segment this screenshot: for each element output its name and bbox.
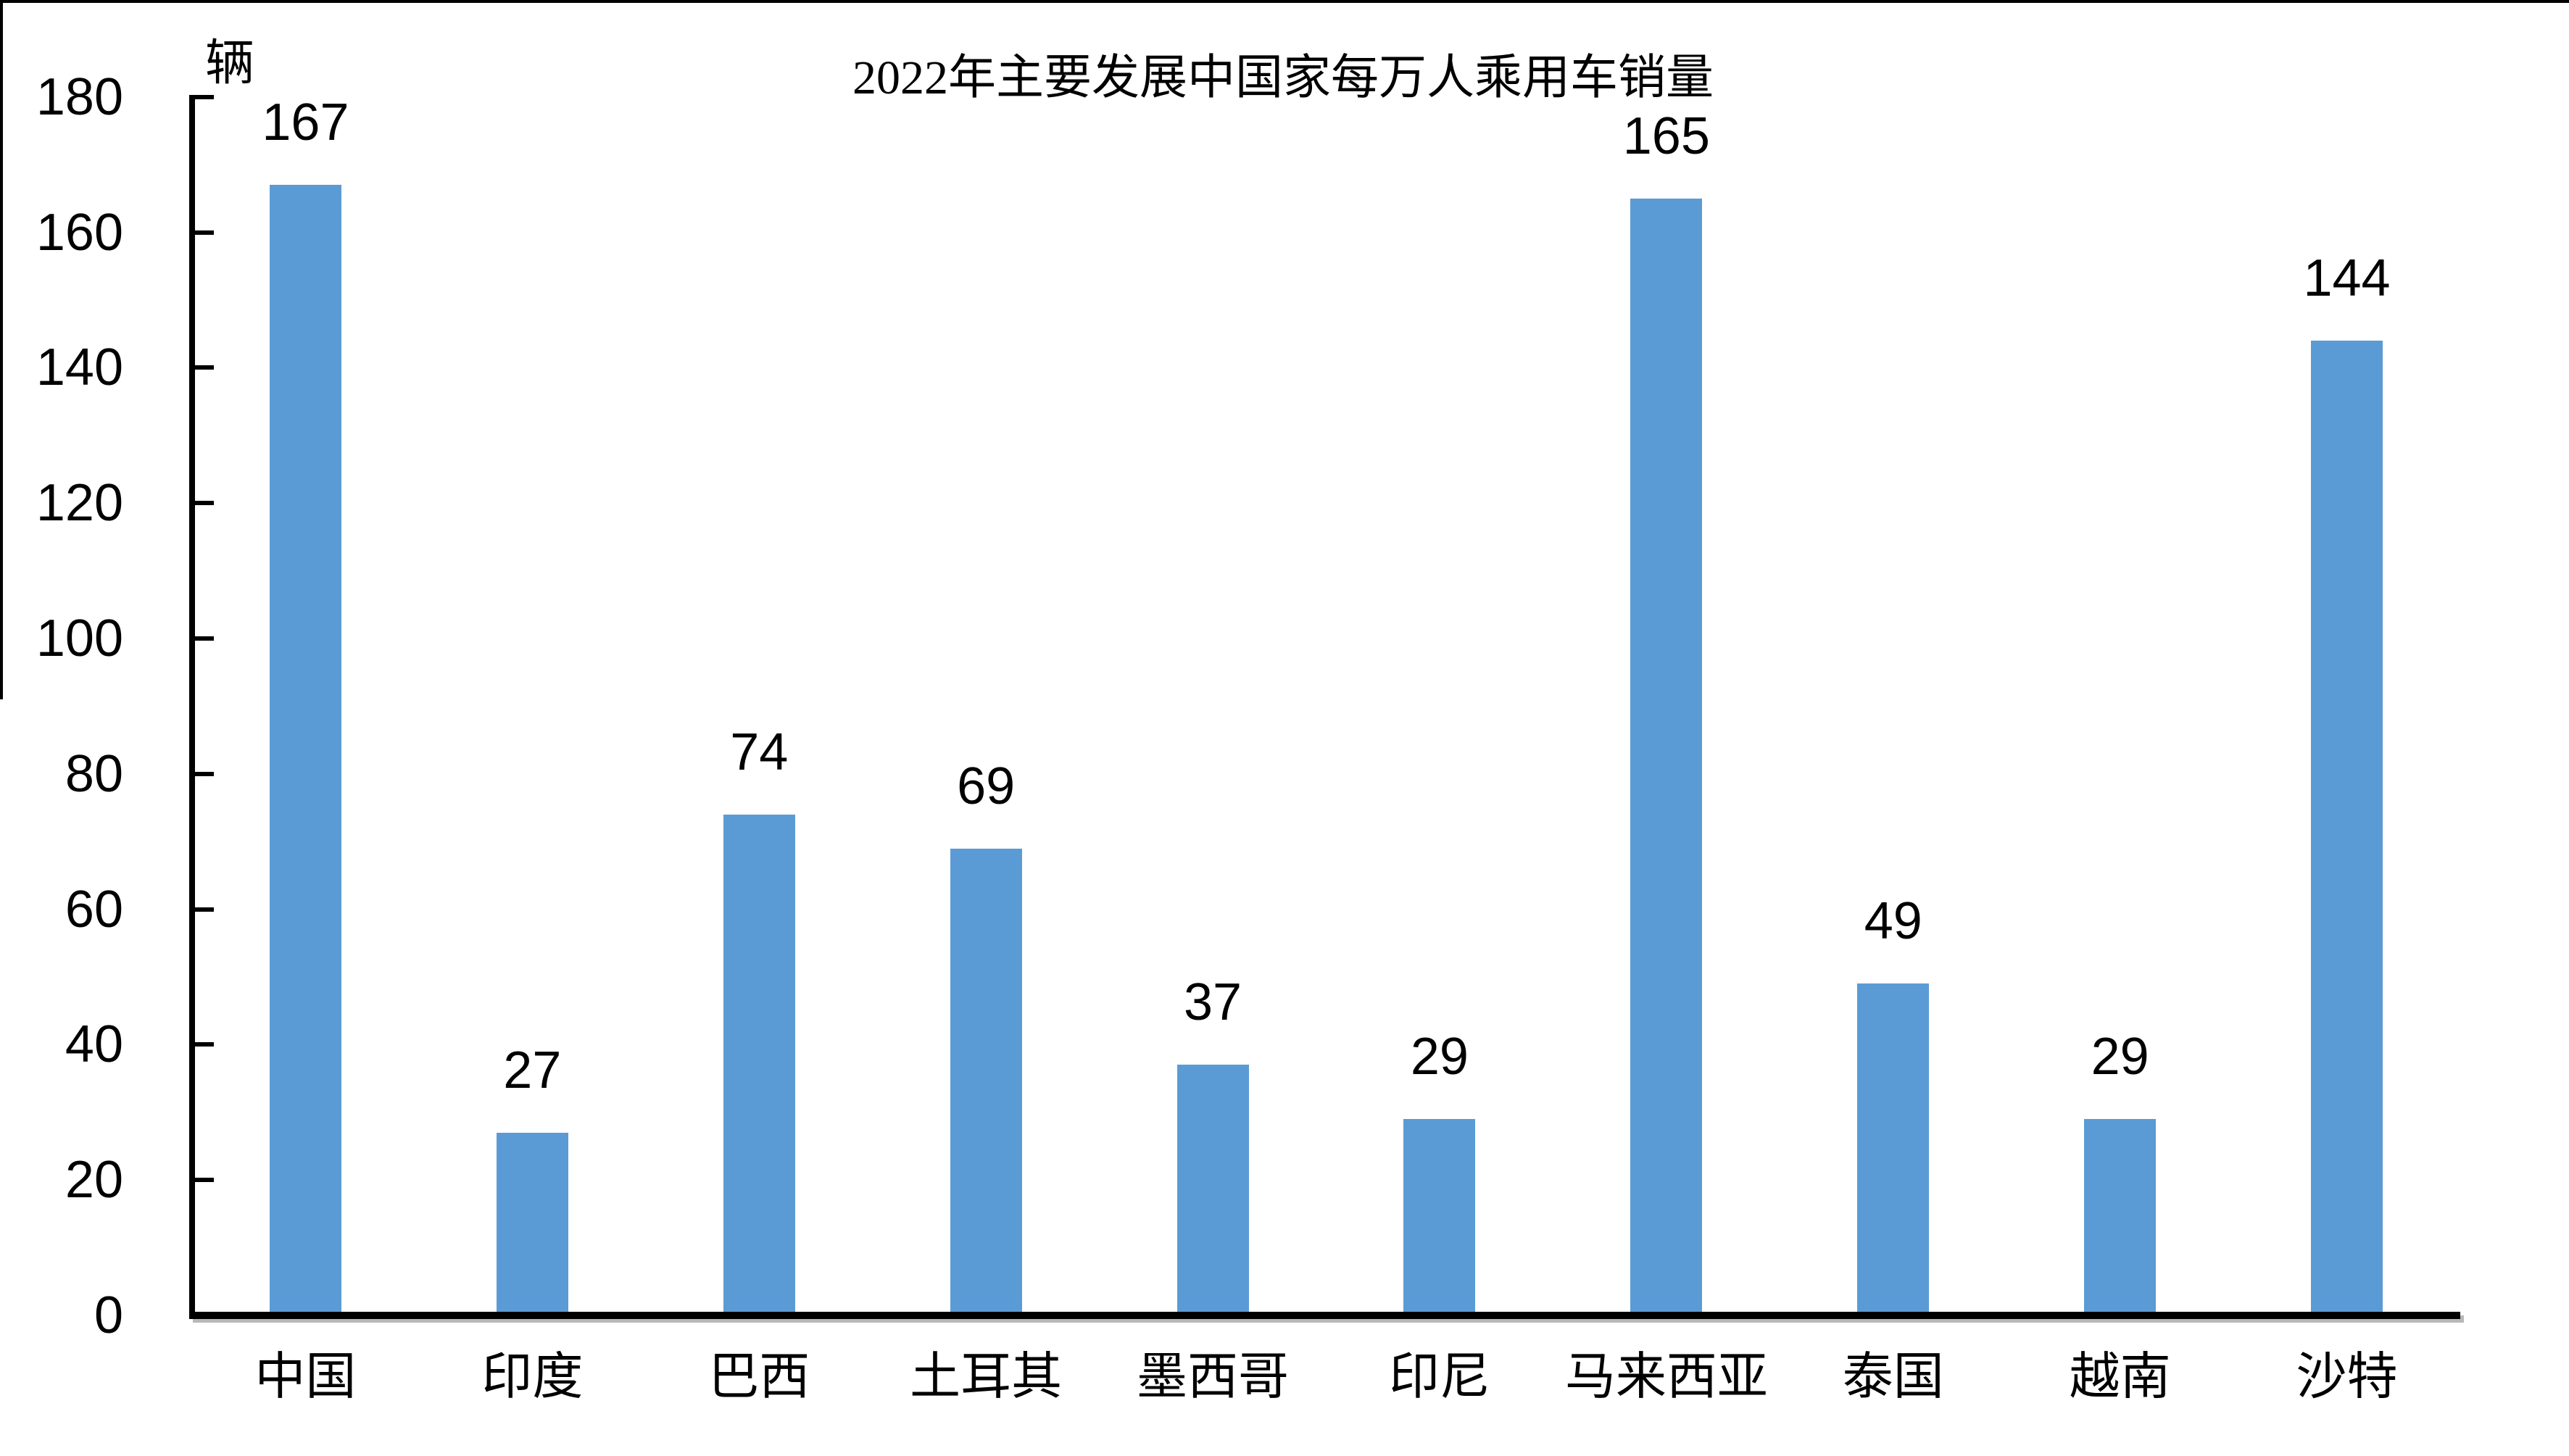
y-tick-180: [195, 94, 214, 99]
bar-value-label-泰国: 49: [1864, 892, 1922, 951]
bar-越南: [2084, 1119, 2157, 1315]
y-tick-100: [195, 636, 214, 641]
category-label-越南: 越南: [2069, 1349, 2171, 1405]
category-label-泰国: 泰国: [1842, 1349, 1944, 1405]
bar-value-label-越南: 29: [2091, 1028, 2149, 1086]
category-label-中国: 中国: [254, 1349, 357, 1405]
bar-value-label-马来西亚: 165: [1622, 107, 1710, 165]
y-tick-20: [195, 1178, 214, 1183]
bar-土耳其: [950, 848, 1022, 1315]
bar-泰国: [1857, 983, 1930, 1315]
bar-印尼: [1403, 1119, 1476, 1315]
bar-value-label-中国: 167: [262, 93, 349, 152]
bar-value-label-土耳其: 69: [957, 757, 1016, 815]
y-tick-60: [195, 907, 214, 912]
category-label-巴西: 巴西: [708, 1349, 810, 1405]
chart-title: 2022年主要发展中国家每万人乘用车销量: [852, 51, 1714, 104]
bar-value-label-印尼: 29: [1410, 1028, 1469, 1086]
top-border-line: [0, 0, 2569, 3]
y-tick-label-60: 60: [65, 880, 123, 939]
bar-沙特: [2311, 341, 2383, 1315]
bar-value-label-沙特: 144: [2303, 249, 2391, 308]
y-tick-label-40: 40: [65, 1015, 123, 1074]
y-tick-label-120: 120: [36, 474, 123, 533]
y-tick-label-140: 140: [36, 338, 123, 397]
bar-马来西亚: [1630, 198, 1703, 1315]
bar-中国: [269, 185, 341, 1315]
y-axis-line: [189, 94, 195, 1319]
category-label-沙特: 沙特: [2296, 1349, 2398, 1405]
y-tick-label-80: 80: [65, 744, 123, 803]
y-tick-80: [195, 771, 214, 776]
y-tick-120: [195, 501, 214, 506]
y-tick-label-100: 100: [36, 610, 123, 667]
bar-value-label-巴西: 74: [730, 723, 789, 781]
y-tick-label-160: 160: [36, 203, 123, 262]
y-tick-40: [195, 1042, 214, 1047]
category-label-印尼: 印尼: [1388, 1349, 1490, 1405]
x-axis-line: [189, 1312, 2460, 1319]
y-tick-label-180: 180: [36, 67, 123, 126]
bar-value-label-印度: 27: [503, 1041, 562, 1099]
bar-印度: [496, 1132, 568, 1315]
y-tick-label-0: 0: [94, 1286, 123, 1344]
category-label-墨西哥: 墨西哥: [1137, 1349, 1290, 1405]
y-axis-unit-label: 辆: [205, 36, 255, 91]
y-tick-label-20: 20: [65, 1151, 123, 1210]
category-label-土耳其: 土耳其: [910, 1349, 1063, 1405]
left-border-line: [0, 0, 3, 699]
bar-巴西: [723, 814, 795, 1315]
y-tick-160: [195, 230, 214, 235]
y-tick-140: [195, 365, 214, 370]
bar-墨西哥: [1176, 1065, 1249, 1315]
category-label-印度: 印度: [481, 1349, 584, 1405]
bar-value-label-墨西哥: 37: [1184, 973, 1242, 1032]
category-label-马来西亚: 马来西亚: [1564, 1349, 1768, 1405]
